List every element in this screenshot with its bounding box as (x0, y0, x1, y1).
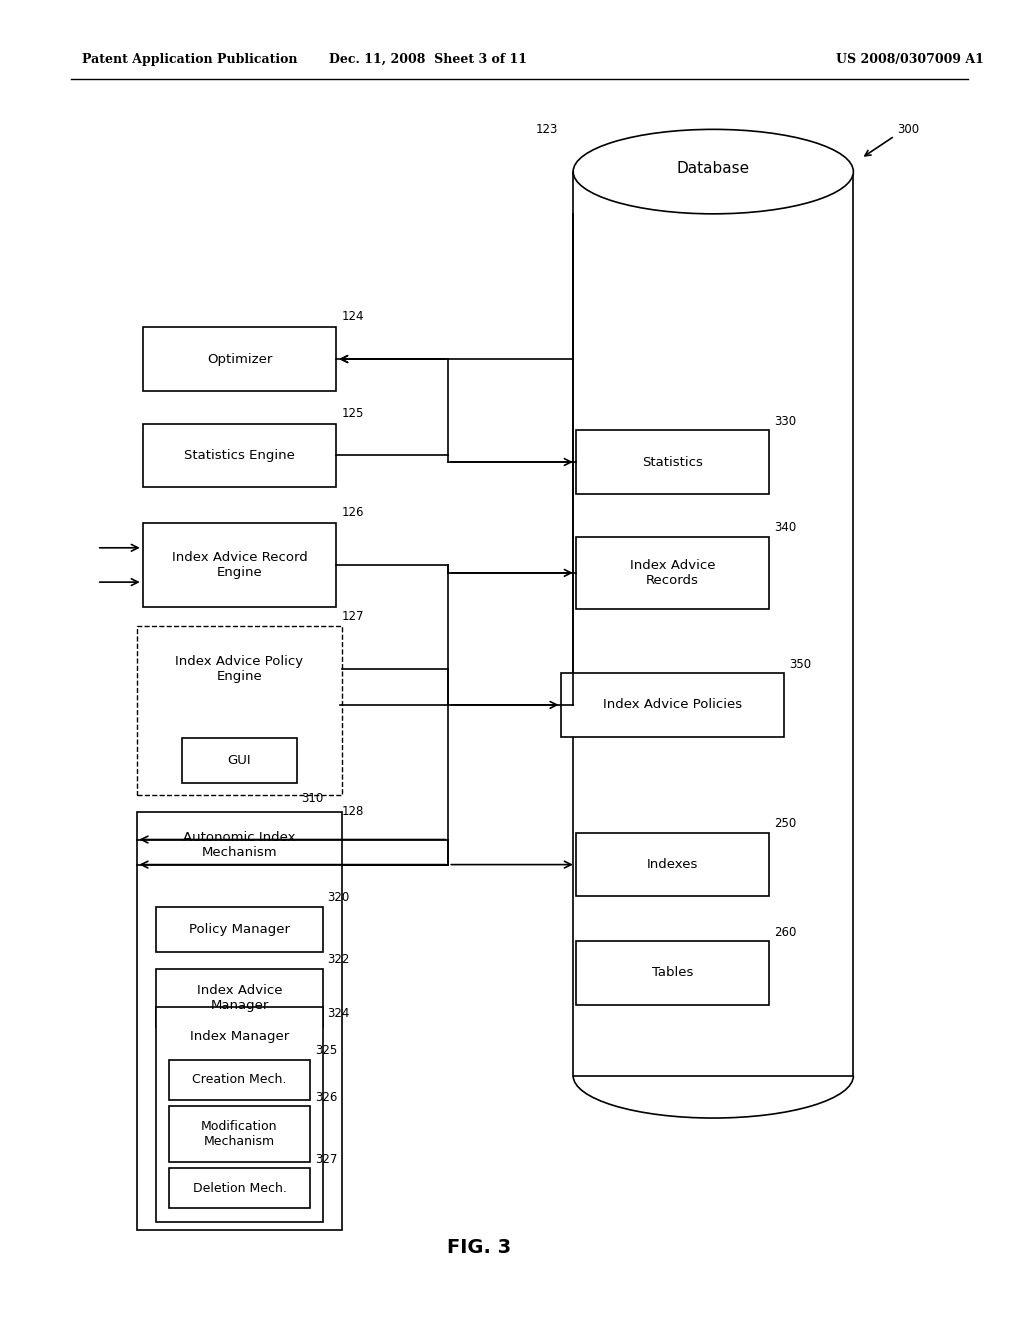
Text: Statistics Engine: Statistics Engine (184, 449, 295, 462)
Text: GUI: GUI (227, 754, 251, 767)
Bar (169, 1168, 310, 1208)
Bar (573, 172, 853, 1076)
Text: 128: 128 (341, 805, 364, 818)
Bar (575, 833, 769, 896)
Text: 123: 123 (536, 123, 558, 136)
Text: 260: 260 (774, 925, 797, 939)
Bar (157, 1007, 323, 1222)
Text: Creation Mech.: Creation Mech. (193, 1073, 287, 1086)
Text: Autonomic Index
Mechanism: Autonomic Index Mechanism (183, 830, 296, 859)
Bar (142, 424, 336, 487)
Text: Index Advice
Manager: Index Advice Manager (197, 983, 283, 1012)
Bar (136, 626, 342, 795)
Text: Dec. 11, 2008  Sheet 3 of 11: Dec. 11, 2008 Sheet 3 of 11 (329, 53, 527, 66)
Text: 124: 124 (341, 310, 364, 323)
Text: 340: 340 (774, 521, 797, 535)
Text: US 2008/0307009 A1: US 2008/0307009 A1 (836, 53, 983, 66)
Text: 330: 330 (774, 414, 797, 428)
Bar (157, 907, 323, 952)
Bar (561, 673, 783, 737)
Text: 350: 350 (788, 657, 811, 671)
Text: 127: 127 (341, 610, 364, 623)
Text: Index Manager: Index Manager (189, 1030, 289, 1043)
Text: 325: 325 (314, 1044, 337, 1057)
Text: Policy Manager: Policy Manager (189, 923, 290, 936)
Bar (169, 1106, 310, 1162)
Text: Statistics: Statistics (642, 455, 702, 469)
Text: Modification
Mechanism: Modification Mechanism (201, 1119, 278, 1148)
Bar (136, 812, 342, 1230)
Text: 126: 126 (341, 507, 364, 520)
Text: 326: 326 (314, 1090, 337, 1104)
Text: Index Advice Policies: Index Advice Policies (603, 698, 742, 711)
Text: 327: 327 (314, 1152, 337, 1166)
Text: Index Advice Policy
Engine: Index Advice Policy Engine (175, 655, 303, 684)
Ellipse shape (573, 129, 853, 214)
Bar (142, 524, 336, 607)
Bar (142, 327, 336, 391)
Bar (157, 969, 323, 1027)
Bar (182, 738, 297, 783)
Text: FIG. 3: FIG. 3 (446, 1238, 511, 1257)
Text: 322: 322 (328, 953, 350, 966)
Text: 250: 250 (774, 817, 797, 830)
Bar (575, 941, 769, 1005)
Text: Indexes: Indexes (647, 858, 698, 871)
Bar (575, 537, 769, 610)
Text: Index Advice Record
Engine: Index Advice Record Engine (172, 550, 307, 579)
Text: 310: 310 (302, 792, 324, 805)
Text: Deletion Mech.: Deletion Mech. (193, 1181, 287, 1195)
Text: Patent Application Publication: Patent Application Publication (82, 53, 297, 66)
Text: Database: Database (677, 161, 750, 177)
Text: 300: 300 (897, 123, 919, 136)
Bar (169, 1060, 310, 1100)
Text: Index Advice
Records: Index Advice Records (630, 558, 716, 587)
Text: 324: 324 (328, 1007, 350, 1020)
Text: 125: 125 (341, 407, 364, 420)
Text: Optimizer: Optimizer (207, 352, 272, 366)
Text: Tables: Tables (652, 966, 693, 979)
Bar (575, 430, 769, 494)
Text: 320: 320 (328, 891, 350, 904)
